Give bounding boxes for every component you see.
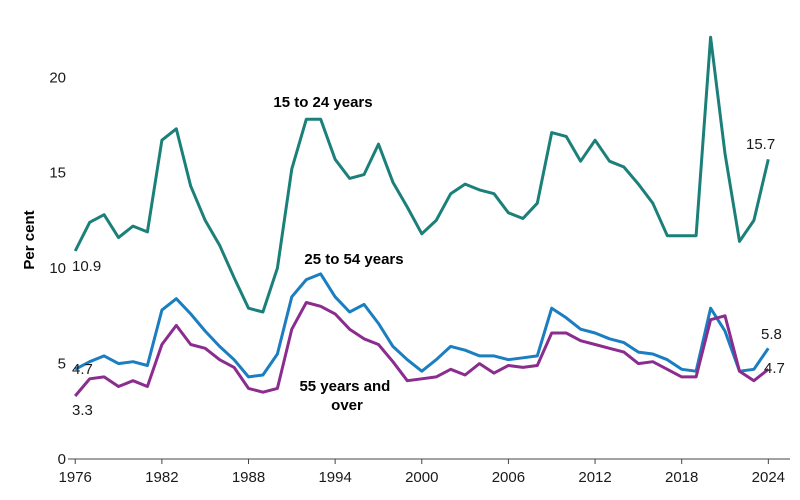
x-tick-label: 1976	[59, 469, 92, 486]
series-lines	[73, 35, 770, 397]
y-axis: Per cent 0 5 10 15 20	[21, 69, 66, 468]
x-tick-label: 1988	[232, 469, 265, 486]
end-label-25-54: 5.8	[761, 326, 782, 343]
x-tick-label: 1994	[318, 469, 351, 486]
start-label-55-over: 3.3	[72, 402, 93, 419]
x-tick-label: 2024	[752, 469, 785, 486]
end-labels: 10.9 4.7 3.3 15.7 5.8 4.7	[72, 136, 785, 419]
x-axis: 1976 1982 1988 1994 2000 2006 2012 2018 2024	[59, 458, 790, 486]
x-tick-label: 1982	[145, 469, 178, 486]
y-tick-label: 10	[49, 260, 66, 277]
series-line-2	[74, 301, 770, 397]
series-label-25-54: 25 to 54 years	[304, 251, 403, 268]
y-tick-label: 5	[58, 356, 66, 373]
end-label-55-over: 4.7	[764, 360, 785, 377]
x-tick-label: 2000	[405, 469, 438, 486]
x-tick-label: 2012	[578, 469, 611, 486]
y-tick-label: 0	[58, 451, 66, 468]
y-tick-label: 20	[49, 69, 66, 86]
series-label-15-24: 15 to 24 years	[273, 94, 372, 111]
series-labels: 15 to 24 years 25 to 54 years 55 years a…	[273, 94, 403, 414]
series-line-0	[73, 35, 770, 314]
x-tick-label: 2006	[492, 469, 525, 486]
x-tick-label: 2018	[665, 469, 698, 486]
series-label-55-over: 55 years and over	[299, 378, 394, 414]
y-tick-label: 15	[49, 165, 66, 182]
start-label-25-54: 4.7	[72, 361, 93, 378]
end-label-15-24: 15.7	[746, 136, 775, 153]
start-label-15-24: 10.9	[72, 258, 101, 275]
y-axis-label: Per cent	[21, 210, 38, 269]
series-line-1	[74, 272, 770, 379]
